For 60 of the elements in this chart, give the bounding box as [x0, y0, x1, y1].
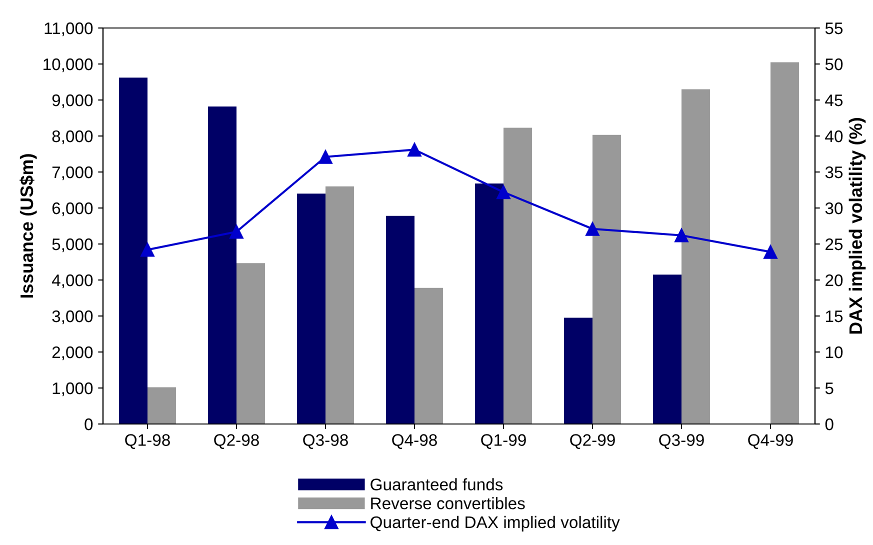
point: [140, 242, 154, 257]
y-tick-label: 7,000: [52, 166, 93, 180]
point: [318, 150, 332, 164]
point: [674, 228, 688, 242]
y2-tick-label: 55: [825, 22, 843, 34]
x-tick-label: Q4-98: [392, 434, 437, 449]
bar: [564, 318, 592, 424]
y-tick-label: 0: [84, 418, 93, 430]
bar: [592, 134, 621, 424]
bar: [770, 62, 799, 424]
bar: [682, 89, 710, 424]
point: [496, 185, 510, 200]
y-tick-label: 8,000: [52, 130, 93, 144]
bar: [414, 288, 443, 424]
bar: [208, 106, 236, 424]
bar: [119, 78, 148, 424]
legend-label: Reverse convertibles: [371, 497, 525, 510]
y-tick-label: 9,000: [52, 94, 93, 108]
y2-tick-label: 20: [826, 274, 843, 286]
y2-tick-label: 40: [825, 130, 843, 142]
legend-label: Guaranteed funds: [370, 478, 503, 490]
bar: [653, 274, 682, 424]
y-tick-label: 10,000: [44, 58, 93, 72]
x-tick-label: Q4-99: [748, 434, 793, 449]
y2-tick-label: 45: [825, 94, 843, 106]
bar: [504, 128, 532, 424]
y-tick-label: 3,000: [52, 310, 93, 324]
x-tick-label: Q3-98: [303, 434, 348, 449]
y-axis-title: Issuance (US$m): [20, 154, 37, 298]
y-tick-label: 6,000: [52, 202, 93, 216]
y2-tick-label: 50: [825, 58, 843, 70]
point: [764, 244, 778, 259]
y2-tick-label: 25: [826, 238, 843, 250]
x-tick-label: Q3-99: [659, 434, 704, 449]
point: [230, 224, 244, 239]
y2-tick-label: 10: [826, 346, 843, 358]
y2-tick-label: 5: [825, 382, 834, 394]
y2-tick-label: 35: [825, 166, 843, 178]
point: [408, 142, 422, 157]
y-tick-label: 11,000: [44, 22, 93, 36]
legend-label: Quarter-end DAX implied volatility: [370, 516, 620, 532]
y2-tick-label: 15: [826, 310, 843, 322]
x-tick-label: Q2-98: [214, 434, 259, 449]
y2-tick-label: 30: [825, 202, 843, 214]
y2-axis-title: DAX implied volatility (%): [848, 118, 866, 334]
y-tick-label: 2,000: [52, 346, 93, 360]
bar: [475, 184, 504, 424]
y2-tick-label: 0: [825, 418, 834, 430]
y-tick-label: 5,000: [52, 238, 93, 252]
y-tick-label: 4,000: [52, 274, 93, 288]
bar: [148, 387, 176, 424]
y-tick-label: 1,000: [52, 382, 93, 396]
x-tick-label: Q1-98: [125, 434, 170, 449]
x-tick-label: Q2-99: [570, 434, 615, 449]
bar: [386, 216, 414, 424]
bar: [297, 194, 326, 424]
bar: [236, 263, 265, 424]
bar: [326, 186, 354, 424]
x-tick-label: Q1-99: [481, 434, 526, 449]
point: [586, 222, 600, 236]
